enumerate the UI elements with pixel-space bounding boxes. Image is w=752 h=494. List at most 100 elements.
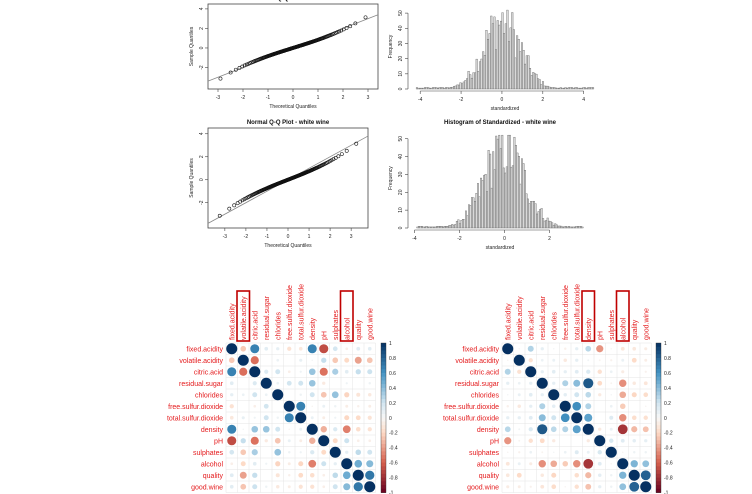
colorbar-segment xyxy=(381,421,386,426)
histogram-bar xyxy=(590,87,593,90)
correlation-circle xyxy=(239,471,247,479)
histogram-bar xyxy=(432,87,435,90)
correlation-circle xyxy=(250,436,259,445)
histogram-bar xyxy=(538,79,541,90)
colorbar-segment xyxy=(656,428,661,434)
histogram-bar xyxy=(435,87,438,90)
histogram-bar xyxy=(457,219,460,229)
histogram-bar xyxy=(490,15,493,90)
histogram-bar xyxy=(428,87,431,90)
colorbar-segment xyxy=(381,417,386,422)
histogram-bar xyxy=(481,180,484,229)
correlation-circle xyxy=(506,451,509,454)
histogram-bar xyxy=(567,87,570,90)
histogram-bar xyxy=(533,200,535,229)
column-label: good.wine xyxy=(643,308,650,340)
correlation-circle xyxy=(540,358,544,362)
correlation-circle xyxy=(309,472,315,478)
correlation-circle xyxy=(504,368,511,375)
histogram-bar xyxy=(465,210,467,229)
histogram-bar xyxy=(592,87,595,90)
y-tick-label: -2 xyxy=(199,200,205,205)
colorbar-segment xyxy=(656,477,661,482)
colorbar-label: -1 xyxy=(389,491,394,494)
y-tick-label: 0 xyxy=(398,226,404,229)
colorbar-segment xyxy=(656,350,661,355)
row-label: density xyxy=(201,427,224,434)
correlation-circle xyxy=(529,381,533,385)
correlation-circle xyxy=(644,370,647,373)
y-tick-label: 2 xyxy=(199,27,205,30)
correlation-circle xyxy=(272,389,284,401)
correlation-circle xyxy=(228,357,235,364)
correlation-circle xyxy=(249,366,261,378)
colorbar-label: -0.2 xyxy=(664,431,673,437)
correlation-circle xyxy=(583,378,594,389)
correlation-circle xyxy=(309,392,315,398)
histogram-bar xyxy=(546,85,549,90)
histogram-bar xyxy=(480,177,483,229)
correlation-circle xyxy=(517,416,521,420)
correlation-circle xyxy=(552,404,556,408)
correlation-circle xyxy=(252,484,258,490)
correlation-circle xyxy=(629,481,640,492)
correlation-circle xyxy=(241,393,245,397)
correlation-circle xyxy=(276,381,280,385)
histogram-bar xyxy=(443,87,446,90)
column-label: free.sulfur.dioxide xyxy=(287,285,294,340)
correlation-circle xyxy=(352,469,364,481)
correlation-circle xyxy=(319,344,329,354)
correlation-circle xyxy=(367,449,373,455)
correlation-circle xyxy=(318,435,330,447)
qq-point xyxy=(353,21,358,26)
histogram-bar xyxy=(543,220,546,229)
correlation-circle xyxy=(552,358,556,362)
correlation-circle xyxy=(240,449,247,456)
histogram-bar xyxy=(559,87,562,90)
correlation-circle xyxy=(562,426,569,433)
row-label: free.sulfur.dioxide xyxy=(444,404,499,411)
y-tick-label: 50 xyxy=(398,136,404,142)
row-label: sulphates xyxy=(469,450,499,457)
qq-point xyxy=(344,148,349,153)
correlation-circle xyxy=(299,370,302,373)
histogram-bar xyxy=(578,226,581,229)
colorbar-label: 0.6 xyxy=(389,371,396,377)
correlation-circle xyxy=(366,460,374,468)
histogram-bar xyxy=(516,152,519,229)
correlation-circle xyxy=(252,392,258,398)
histogram-bar xyxy=(443,226,446,229)
correlation-circle xyxy=(518,451,521,454)
histogram-bar xyxy=(445,87,448,90)
correlation-circle xyxy=(506,405,509,408)
colorbar-segment xyxy=(656,440,661,445)
x-tick-label: -2 xyxy=(457,236,462,242)
correlation-circle xyxy=(529,462,533,466)
histogram-bar xyxy=(577,226,579,229)
correlation-circle xyxy=(276,347,280,351)
colorbar-segment xyxy=(381,372,386,378)
correlation-circle xyxy=(540,473,544,477)
histogram-bar xyxy=(460,220,463,229)
qq-point xyxy=(348,24,353,29)
histogram-bar xyxy=(572,87,575,90)
histogram-bar xyxy=(433,226,436,229)
x-tick-label: 2 xyxy=(548,236,551,242)
histogram-bar xyxy=(567,226,570,229)
colorbar-segment xyxy=(656,384,661,389)
x-tick-label: 4 xyxy=(582,97,585,103)
correlation-circle xyxy=(274,448,282,456)
correlation-circle xyxy=(299,358,303,362)
histogram-bar xyxy=(503,33,506,90)
histogram-bar xyxy=(530,201,532,229)
correlation-circle xyxy=(540,347,544,351)
correlation-circle xyxy=(610,359,613,362)
correlation-circle xyxy=(322,485,326,489)
histogram-bar xyxy=(463,219,466,229)
histogram-bar xyxy=(551,87,554,90)
highlight-box xyxy=(339,290,354,342)
qq-point xyxy=(235,201,240,206)
correlation-circle xyxy=(632,346,637,351)
histogram-bar xyxy=(440,87,443,90)
correlation-circle xyxy=(617,458,629,470)
